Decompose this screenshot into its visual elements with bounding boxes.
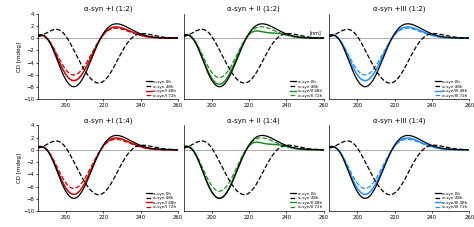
Y-axis label: CD [mdeg]: CD [mdeg] <box>17 153 22 183</box>
Legend: α-syn 0h, α-syn 48h, α-syn/II 48h, α-syn/II 72h: α-syn 0h, α-syn 48h, α-syn/II 48h, α-syn… <box>290 79 322 98</box>
Legend: α-syn 0h, α-syn 48h, α-syn/III 48h, α-syn/III 72h: α-syn 0h, α-syn 48h, α-syn/III 48h, α-sy… <box>434 191 468 210</box>
Text: [nm]: [nm] <box>310 30 322 35</box>
Legend: α-syn 0h, α-syn 48h, α-syn/I 48h, α-syn/I 72h: α-syn 0h, α-syn 48h, α-syn/I 48h, α-syn/… <box>145 79 177 98</box>
Legend: α-syn 0h, α-syn 48h, α-syn/III 48h, α-syn/III 72h: α-syn 0h, α-syn 48h, α-syn/III 48h, α-sy… <box>434 79 468 98</box>
Title: α-syn +III (1:2): α-syn +III (1:2) <box>373 6 426 12</box>
Title: α-syn +III (1:4): α-syn +III (1:4) <box>373 117 426 124</box>
Title: α-syn +I (1:4): α-syn +I (1:4) <box>84 117 132 124</box>
Title: α-syn +I (1:2): α-syn +I (1:2) <box>84 6 132 12</box>
Legend: α-syn 0h, α-syn 48h, α-syn/II 48h, α-syn/II 72h: α-syn 0h, α-syn 48h, α-syn/II 48h, α-syn… <box>290 191 322 210</box>
Title: α-syn + II (1:2): α-syn + II (1:2) <box>227 6 280 12</box>
Title: α-syn + II (1:4): α-syn + II (1:4) <box>227 117 280 124</box>
Y-axis label: CD [mdeg]: CD [mdeg] <box>17 42 22 72</box>
Legend: α-syn 0h, α-syn 48h, α-syn/I 48h, α-syn/I 72h: α-syn 0h, α-syn 48h, α-syn/I 48h, α-syn/… <box>145 191 177 210</box>
